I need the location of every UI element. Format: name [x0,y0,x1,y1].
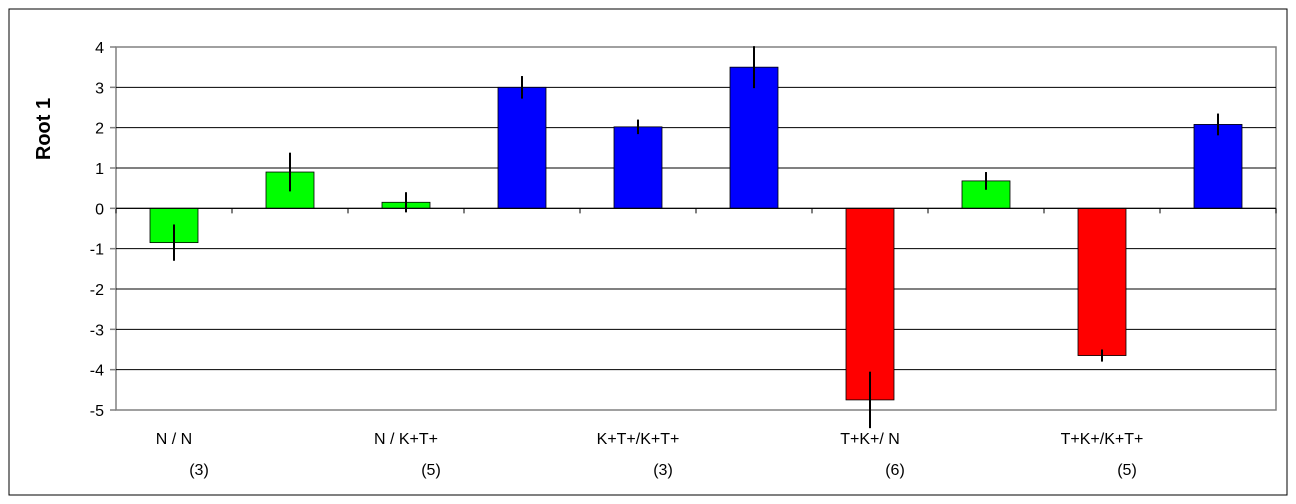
y-tick-label: 0 [95,201,104,218]
category-count: (3) [189,462,209,479]
category-count: (3) [653,462,673,479]
category-label: N / N [156,431,192,448]
category-label: N / K+T+ [374,431,438,448]
error-bars [173,46,1219,429]
y-tick-label: -1 [90,242,104,259]
y-axis-label: Root 1 [33,98,55,160]
bar [613,126,663,209]
category-count: (6) [885,462,905,479]
y-tick-label: -2 [90,282,104,299]
zero-axis [115,207,1277,214]
category-labels: N / N (3) N / K+T+ (5) K+T+/K+T+ (3) T+K+/ N (6… [156,431,1144,479]
y-tick-label: -5 [90,403,104,420]
category-label: K+T+/K+T+ [597,431,680,448]
y-tick-label: -3 [90,322,104,339]
bar [1193,124,1243,209]
bar [729,66,779,209]
y-tick-label: 4 [95,40,104,57]
y-tick-label: 1 [95,161,104,178]
category-count: (5) [421,462,441,479]
bar [845,207,895,401]
category-label: T+K+/K+T+ [1061,431,1144,448]
category-label: T+K+/ N [840,431,900,448]
y-tick-label: -4 [90,363,104,380]
bar [1077,207,1127,356]
y-tick-label: 2 [95,121,104,138]
bars [149,66,1243,401]
category-count: (5) [1117,462,1137,479]
y-tick-labels: 4 3 2 1 0 -1 -2 -3 -4 -5 [90,40,116,420]
y-tick-label: 3 [95,80,104,97]
bar [497,86,547,209]
